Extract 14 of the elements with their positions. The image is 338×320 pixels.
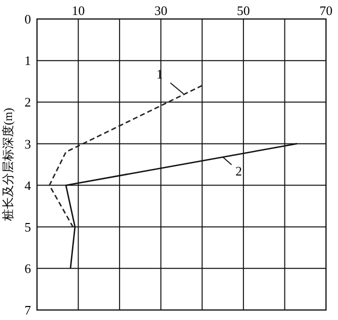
y-tick-label: 0 bbox=[24, 12, 31, 27]
y-axis-title: 桩长及分层标深度(m) bbox=[1, 108, 15, 222]
y-tick-label: 5 bbox=[24, 219, 31, 234]
y-tick-label: 4 bbox=[24, 178, 32, 193]
y-tick-label: 2 bbox=[24, 94, 31, 110]
x-tick-label: 50 bbox=[236, 3, 250, 18]
x-tick-label: 10 bbox=[72, 3, 85, 18]
y-tick-label: 7 bbox=[24, 302, 32, 318]
x-tick-label: 70 bbox=[320, 3, 332, 18]
y-tick-label: 6 bbox=[24, 260, 32, 276]
y-tick-label: 1 bbox=[24, 53, 31, 68]
annotation: 2 bbox=[236, 164, 242, 179]
y-tick-label: 3 bbox=[24, 136, 31, 152]
x-tick-label: 30 bbox=[154, 3, 168, 18]
